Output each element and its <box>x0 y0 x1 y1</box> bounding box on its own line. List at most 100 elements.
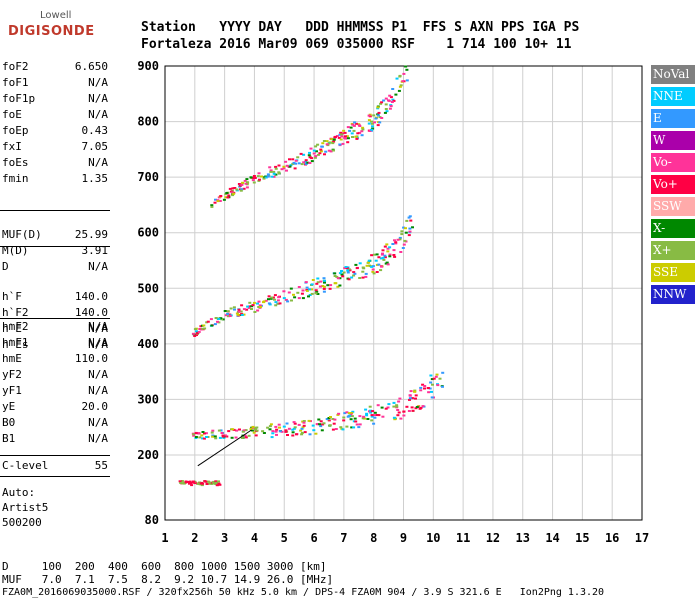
echo-point <box>269 423 273 426</box>
echo-point <box>378 121 382 124</box>
separator-line <box>0 210 110 211</box>
echo-point <box>331 142 335 145</box>
echo-point <box>342 419 346 422</box>
y-tick-label: 700 <box>137 170 159 184</box>
echo-point <box>284 160 288 163</box>
echo-point <box>352 129 356 132</box>
echo-point <box>251 425 255 428</box>
echo-point <box>350 412 354 414</box>
echo-point <box>398 236 402 239</box>
echo-point <box>282 290 286 293</box>
param-row: hmE 110.0 <box>2 352 108 368</box>
echo-point <box>246 305 250 308</box>
echo-point <box>373 416 377 419</box>
echo-point <box>235 312 239 315</box>
echo-point <box>315 150 318 153</box>
legend-item: NNW <box>651 285 695 304</box>
echo-point <box>360 130 364 133</box>
echo-point <box>274 304 278 307</box>
x-tick-label: 11 <box>456 531 470 545</box>
param-value: 20.0 <box>81 400 109 413</box>
echo-point <box>411 226 414 229</box>
echo-point <box>240 437 244 439</box>
echo-point <box>186 481 190 483</box>
echo-point <box>314 145 318 148</box>
echo-point <box>278 302 282 305</box>
echo-point <box>431 383 434 386</box>
digisonde-logo: Lowell DIGISONDE <box>8 10 94 46</box>
echo-point <box>239 189 243 192</box>
echo-point <box>268 428 272 431</box>
echo-point <box>410 406 414 409</box>
param-row: B1 N/A <box>2 432 108 448</box>
echo-point <box>253 177 257 179</box>
y-tick-label: 80 <box>145 513 159 527</box>
echo-point <box>304 159 308 162</box>
echo-point <box>291 431 295 434</box>
legend-item: X- <box>651 219 695 238</box>
echo-point <box>269 170 273 173</box>
echo-point <box>385 110 389 113</box>
echo-point <box>184 481 188 484</box>
echo-point <box>398 397 402 400</box>
echo-point <box>299 429 303 432</box>
param-row: foF2 6.650 <box>2 60 108 76</box>
echo-point <box>300 163 304 166</box>
echo-point <box>244 436 248 439</box>
echo-point <box>430 378 434 381</box>
echo-point <box>343 412 347 415</box>
echo-point <box>233 308 236 311</box>
echo-point <box>278 430 282 433</box>
echo-point <box>374 259 378 262</box>
echo-point <box>307 154 311 157</box>
echo-point <box>367 122 371 125</box>
echo-point <box>237 310 241 313</box>
param-name: fmin <box>2 172 29 185</box>
echo-point <box>292 427 296 430</box>
echo-point <box>397 400 401 403</box>
echo-point <box>329 284 333 287</box>
echo-point <box>405 219 409 222</box>
echo-point <box>340 135 344 138</box>
echo-point <box>350 415 354 418</box>
echo-point <box>340 273 344 276</box>
echo-point <box>371 270 375 273</box>
echo-point <box>249 176 253 179</box>
echo-point <box>198 436 202 439</box>
echo-point <box>343 135 347 138</box>
echo-point <box>392 99 396 102</box>
echo-point <box>197 482 201 485</box>
echo-point <box>403 239 407 242</box>
echo-point <box>210 482 214 485</box>
echo-point <box>198 328 202 330</box>
echo-point <box>274 301 278 304</box>
echo-point <box>405 79 409 82</box>
echo-point <box>373 121 377 124</box>
echo-point <box>334 428 338 430</box>
echo-point <box>217 429 221 432</box>
echo-point <box>240 314 244 316</box>
echo-point <box>345 411 349 414</box>
param-name: C-level <box>2 459 49 472</box>
echo-point <box>257 306 261 308</box>
echo-point <box>245 178 249 181</box>
echo-point <box>219 429 223 432</box>
echo-point <box>435 373 439 376</box>
echo-point <box>223 310 227 312</box>
echo-point <box>396 238 400 241</box>
echo-point <box>253 311 257 313</box>
echo-point <box>251 176 255 179</box>
echo-point <box>343 131 347 134</box>
echo-point <box>178 480 182 483</box>
echo-point <box>360 134 364 137</box>
echo-point <box>377 256 381 259</box>
trace-line <box>197 429 252 467</box>
echo-point <box>423 387 426 390</box>
echo-point <box>436 384 440 387</box>
echo-point <box>321 423 325 426</box>
echo-point <box>344 266 348 268</box>
echo-point <box>270 296 274 299</box>
param-name: hmF2 <box>2 320 29 333</box>
echo-point <box>332 138 336 141</box>
echo-point <box>357 123 361 126</box>
